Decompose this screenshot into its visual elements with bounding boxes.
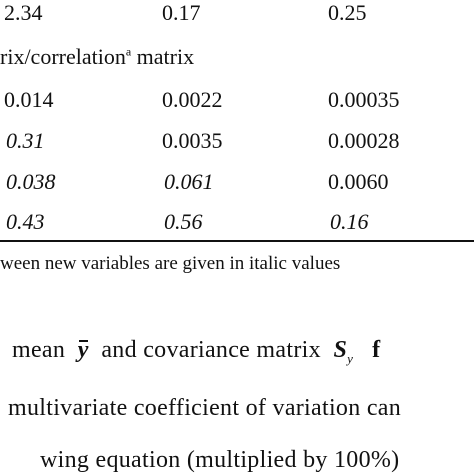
table-bottom-rule <box>0 240 474 242</box>
body-line-1: mean y and covariance matrix Sy f <box>12 337 380 367</box>
table-footnote: ween new variables are given in italic v… <box>0 253 341 274</box>
cell-r3-c1: 0.061 <box>164 169 214 194</box>
cell-r0-c0: 2.34 <box>4 0 43 25</box>
cell-r4-c2: 0.16 <box>330 209 369 234</box>
section-label: rix/correlationa matrix <box>0 44 195 69</box>
cell-r3-c2: 0.0060 <box>328 169 389 194</box>
cell-r2-c2: 0.00028 <box>328 128 400 153</box>
y-bar-symbol: y <box>77 337 89 363</box>
s-symbol: Sy <box>333 337 354 366</box>
body-line-3: wing equation (multiplied by 100%) <box>40 447 400 473</box>
cell-r0-c1: 0.17 <box>162 0 201 25</box>
word-mean: mean <box>12 337 66 363</box>
phrase-covariance: and covariance matrix <box>101 337 321 363</box>
cell-r1-c2: 0.00035 <box>328 87 400 112</box>
cell-r0-c2: 0.25 <box>328 0 367 25</box>
cell-r2-c1: 0.0035 <box>162 128 223 153</box>
cell-r2-c0: 0.31 <box>6 128 45 153</box>
trailing-f: f <box>372 337 381 363</box>
cell-r3-c0: 0.038 <box>6 169 56 194</box>
cell-r1-c0: 0.014 <box>4 87 54 112</box>
cell-r1-c1: 0.0022 <box>162 87 223 112</box>
cell-r4-c1: 0.56 <box>164 209 203 234</box>
body-line-2: multivariate coefficient of variation ca… <box>8 395 402 421</box>
cell-r4-c0: 0.43 <box>6 209 45 234</box>
